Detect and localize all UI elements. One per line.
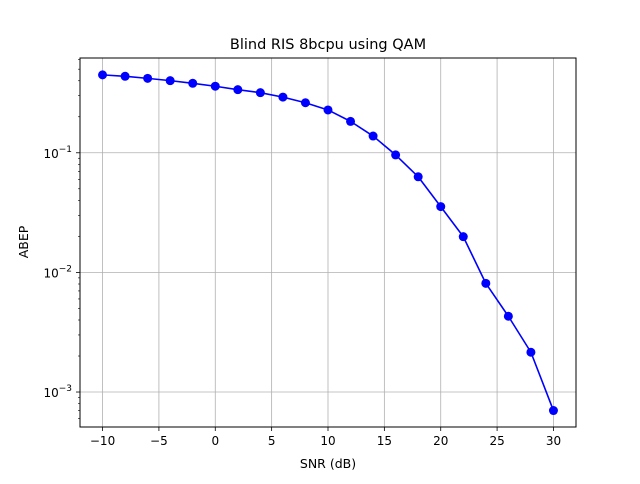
grid-layer xyxy=(80,58,576,427)
data-point xyxy=(346,116,356,126)
data-point xyxy=(120,71,130,81)
plot-area xyxy=(79,57,577,428)
x-tick-label: 10 xyxy=(320,434,335,448)
x-tick-label: 20 xyxy=(433,434,448,448)
data-point xyxy=(323,105,333,115)
data-point xyxy=(458,232,468,242)
y-tick-label: 10−1 xyxy=(43,145,72,161)
y-tick-label: 10−3 xyxy=(43,384,72,400)
data-point xyxy=(368,131,378,141)
data-point xyxy=(98,70,108,80)
y-tick-label-exponent: −3 xyxy=(59,384,72,394)
data-point xyxy=(165,76,175,86)
data-point xyxy=(278,92,288,102)
data-point xyxy=(143,73,153,83)
data-point xyxy=(210,81,220,91)
series-layer xyxy=(98,70,558,416)
data-point xyxy=(548,406,558,416)
data-point xyxy=(436,202,446,212)
y-axis: 10−110−210−3 xyxy=(43,59,80,419)
x-tick-label: 25 xyxy=(489,434,504,448)
data-point xyxy=(188,78,198,88)
x-tick-label: −10 xyxy=(90,434,115,448)
data-point xyxy=(233,85,243,95)
data-point xyxy=(413,172,423,182)
y-axis-label: ABEP xyxy=(16,225,31,258)
data-point xyxy=(503,311,513,321)
x-tick-label: 30 xyxy=(546,434,561,448)
x-tick-label: 15 xyxy=(377,434,392,448)
y-tick-label-base: 10 xyxy=(43,147,58,161)
x-tick-label: 0 xyxy=(211,434,219,448)
data-point xyxy=(300,98,310,108)
chart-title: Blind RIS 8bcpu using QAM xyxy=(230,37,426,53)
x-axis: −10 −5 0 5 10 15 20 25 30 xyxy=(90,427,561,448)
x-tick-label: 5 xyxy=(268,434,276,448)
data-point xyxy=(391,150,401,160)
data-point xyxy=(481,278,491,288)
x-axis-label: SNR (dB) xyxy=(300,456,356,471)
data-point xyxy=(255,88,265,98)
y-tick-label: 10−2 xyxy=(43,264,72,280)
x-tick-label: −5 xyxy=(150,434,168,448)
data-point xyxy=(526,347,536,357)
y-tick-label-base: 10 xyxy=(43,266,58,280)
y-tick-label-exponent: −1 xyxy=(59,145,72,155)
y-tick-label-exponent: −2 xyxy=(59,264,72,274)
y-tick-label-base: 10 xyxy=(43,386,58,400)
